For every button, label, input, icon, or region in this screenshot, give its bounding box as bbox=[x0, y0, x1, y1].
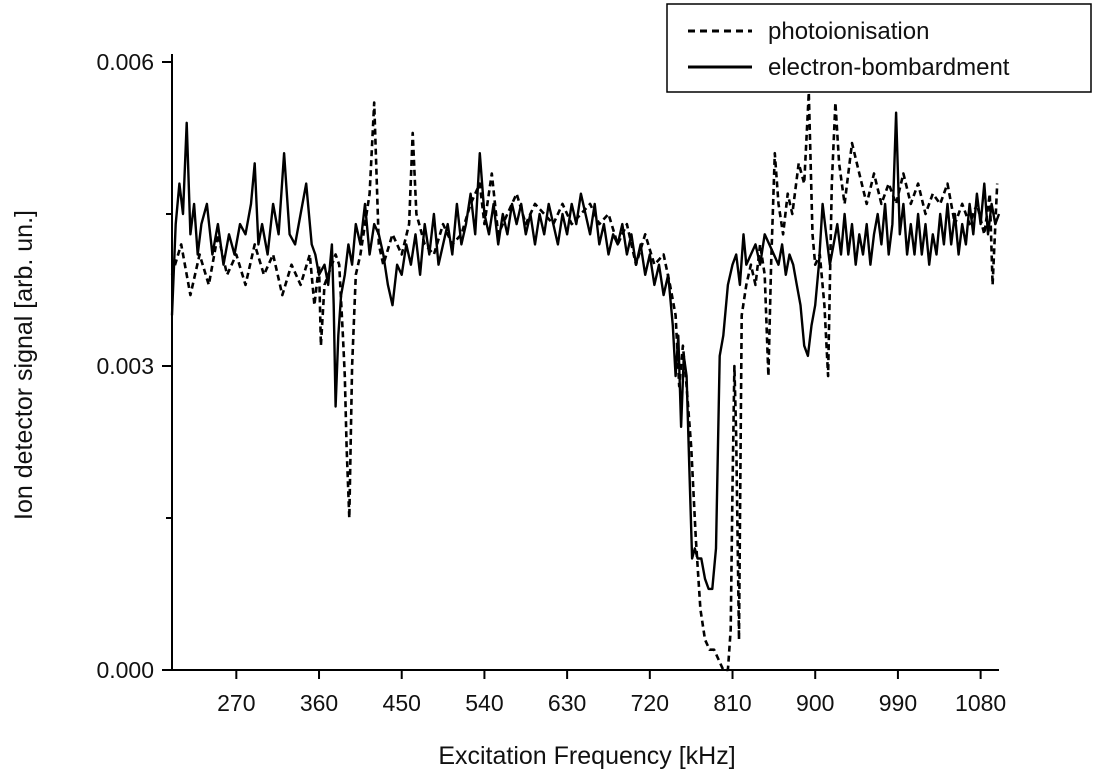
y-tick-label: 0.000 bbox=[96, 657, 154, 683]
x-tick-label: 720 bbox=[631, 690, 669, 716]
y-ticks: 0.000 0.003 0.006 bbox=[96, 49, 172, 683]
x-tick-label: 450 bbox=[383, 690, 421, 716]
series-line-electron-bombardment bbox=[170, 111, 1001, 591]
legend: photoionisation electron-bombardment bbox=[666, 3, 1092, 93]
x-tick-label: 360 bbox=[300, 690, 338, 716]
y-tick-label: 0.006 bbox=[96, 49, 154, 75]
x-tick-label: 900 bbox=[796, 690, 834, 716]
x-axis-title: Excitation Frequency [kHz] bbox=[438, 742, 735, 770]
y-tick-label: 0.003 bbox=[96, 353, 154, 379]
y-axis-title: Ion detector signal [arb. un.] bbox=[10, 210, 38, 520]
legend-label-photoionisation: photoionisation bbox=[768, 18, 929, 45]
legend-box bbox=[666, 3, 1092, 93]
x-ticks: 270 360 450 540 630 720 810 900 990 1080 bbox=[217, 670, 1006, 716]
x-tick-label: 810 bbox=[713, 690, 751, 716]
x-tick-label: 540 bbox=[465, 690, 503, 716]
x-tick-label: 270 bbox=[217, 690, 255, 716]
x-tick-label: 990 bbox=[879, 690, 917, 716]
legend-label-electron-bombardment: electron-bombardment bbox=[768, 54, 1010, 81]
plot-area: 270 360 450 540 630 720 810 900 990 1080 0.0000.0… bbox=[96, 49, 1006, 716]
x-tick-label: 630 bbox=[548, 690, 586, 716]
series-line-photoionisation bbox=[170, 91, 999, 672]
series-layer bbox=[170, 91, 1001, 672]
x-tick-label: 1080 bbox=[955, 690, 1006, 716]
